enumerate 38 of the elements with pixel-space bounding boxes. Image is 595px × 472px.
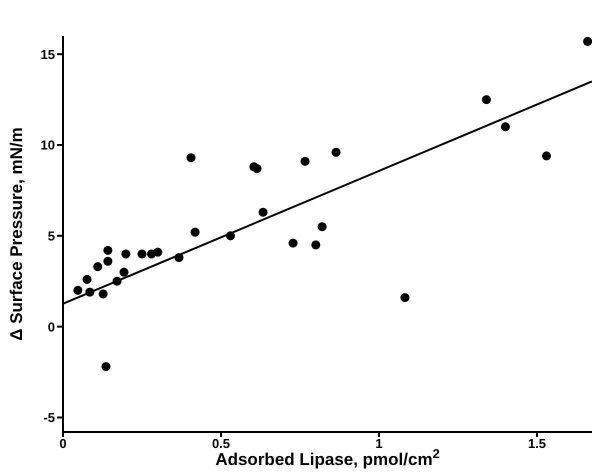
x-tick-label: 1.5 bbox=[528, 436, 546, 452]
point bbox=[400, 293, 410, 302]
point bbox=[186, 153, 196, 162]
y-tick-label: 5 bbox=[48, 228, 55, 244]
point bbox=[190, 228, 200, 237]
point bbox=[153, 248, 162, 257]
point bbox=[226, 231, 235, 240]
point bbox=[174, 253, 184, 262]
point bbox=[137, 249, 147, 258]
point bbox=[542, 151, 552, 160]
x-tick-label: 0 bbox=[59, 436, 67, 452]
point bbox=[82, 274, 92, 284]
point bbox=[73, 286, 82, 295]
x-tick-label: 1 bbox=[375, 436, 383, 452]
point bbox=[583, 36, 592, 46]
y-tick-label: -5 bbox=[43, 410, 55, 426]
point bbox=[85, 288, 94, 297]
point bbox=[500, 122, 510, 132]
point bbox=[101, 362, 110, 372]
point bbox=[252, 164, 262, 174]
point bbox=[288, 238, 298, 248]
point bbox=[103, 256, 112, 266]
point bbox=[258, 208, 268, 217]
y-axis-title: Δ Surface Pressure, mN/m bbox=[7, 127, 26, 341]
point bbox=[318, 222, 327, 232]
y-tick-label: 15 bbox=[40, 46, 55, 62]
y-tick-label: 0 bbox=[48, 319, 55, 334]
point bbox=[300, 156, 310, 166]
point bbox=[93, 262, 102, 272]
point bbox=[332, 148, 341, 157]
point bbox=[98, 289, 108, 298]
point bbox=[482, 95, 491, 104]
point bbox=[311, 240, 320, 250]
point bbox=[103, 246, 112, 255]
point bbox=[112, 276, 122, 286]
point bbox=[121, 249, 130, 258]
y-tick-label: 10 bbox=[40, 138, 55, 153]
point bbox=[119, 268, 129, 277]
